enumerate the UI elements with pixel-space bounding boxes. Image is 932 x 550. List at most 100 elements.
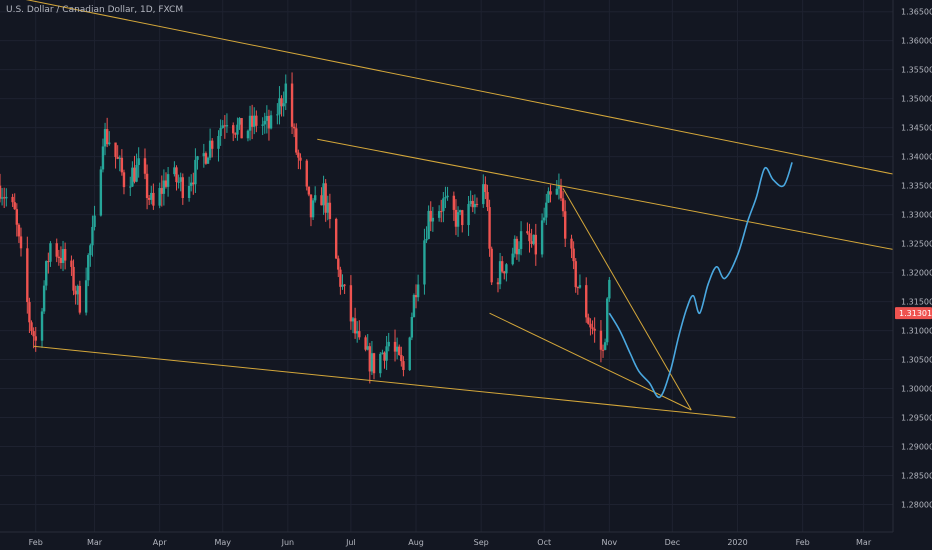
candle-body <box>13 202 16 210</box>
candle-body <box>498 261 502 285</box>
candle-body <box>393 341 397 352</box>
candle-body <box>543 217 546 221</box>
candle-body <box>295 128 298 153</box>
candlestick-series <box>0 72 611 384</box>
candle-body <box>0 185 2 199</box>
candle-body <box>534 234 537 255</box>
candle-body <box>162 180 166 194</box>
candle-body <box>76 285 79 295</box>
time-axis[interactable]: Feb Mar Apr May Jun Jul Aug Sep Oct Nov Dec 2020 Feb… <box>29 538 872 547</box>
candle-body <box>488 207 491 249</box>
candle-body <box>408 337 411 370</box>
candle-body <box>116 156 119 159</box>
candle-body <box>147 197 151 200</box>
time-tick-label: Apr <box>153 538 168 547</box>
candle-body <box>519 231 523 249</box>
trendline[interactable] <box>489 312 692 411</box>
candle-body <box>549 191 552 195</box>
candle-body <box>131 167 134 187</box>
candle-body <box>589 323 592 328</box>
candle-body <box>150 192 153 200</box>
time-tick-label: Oct <box>537 538 551 547</box>
candle-body <box>263 120 266 125</box>
candle-body <box>473 203 477 208</box>
trendline[interactable] <box>33 345 736 419</box>
candle-body <box>32 331 35 337</box>
candle-body <box>93 215 96 227</box>
candle-body <box>398 346 401 355</box>
price-tick-label: 1.30000 <box>901 385 932 394</box>
candle-body <box>442 198 445 212</box>
projection-line[interactable] <box>608 162 793 399</box>
price-axis[interactable]: 1.36500 1.36000 1.35500 1.35000 1.34500 1.340… <box>901 8 932 510</box>
last-price-tag: 1.31301 <box>895 307 932 320</box>
candle-body <box>72 266 75 291</box>
candle-body <box>292 126 296 129</box>
candle-body <box>40 311 44 341</box>
candle-body <box>0 197 4 199</box>
candle-body <box>400 354 403 362</box>
trendlines[interactable] <box>0 0 894 419</box>
candle-body <box>322 183 325 206</box>
price-tick-label: 1.36500 <box>901 8 932 17</box>
candle-body <box>486 192 489 208</box>
candle-body <box>202 153 206 157</box>
candle-body <box>555 188 559 195</box>
candle-body <box>574 261 577 288</box>
time-tick-label: Mar <box>856 538 872 547</box>
candle-body <box>101 146 105 170</box>
candle-body <box>608 279 611 299</box>
trendline[interactable] <box>0 0 894 175</box>
candle-body <box>578 285 582 288</box>
candle-body <box>309 194 313 218</box>
candle-body <box>248 115 252 131</box>
candle-body <box>528 233 531 242</box>
candle-body <box>381 352 384 354</box>
price-tick-label: 1.35500 <box>901 66 932 75</box>
candle-body <box>175 167 178 183</box>
candle-body <box>423 240 426 285</box>
candle-body <box>416 284 420 298</box>
candle-body <box>133 167 136 182</box>
trendline[interactable] <box>317 138 894 250</box>
candle-body <box>267 115 271 129</box>
candle-body <box>440 211 443 213</box>
candle-body <box>334 218 338 259</box>
candle-body <box>236 124 239 135</box>
time-tick-label: Feb <box>29 538 43 547</box>
candle-body <box>358 331 361 338</box>
candle-body <box>221 125 224 129</box>
last-price-label: 1.31301 <box>899 309 932 318</box>
price-tick-label: 1.32500 <box>901 240 932 249</box>
projection-path[interactable] <box>608 162 793 399</box>
candle-body <box>74 290 77 295</box>
candle-body <box>78 285 82 313</box>
candle-body <box>313 195 317 201</box>
candle-body <box>269 115 273 129</box>
candle-body <box>339 269 342 287</box>
candle-body <box>505 264 508 274</box>
candle-body <box>91 226 94 246</box>
candle-body <box>425 238 428 241</box>
chart-title: U.S. Dollar / Canadian Dollar, 1D, FXCM <box>6 5 184 15</box>
candle-body <box>452 195 456 210</box>
candle-body <box>305 160 308 187</box>
candle-body <box>164 180 168 187</box>
candle-body <box>427 210 430 239</box>
time-tick-label: 2020 <box>727 538 747 547</box>
candle-body <box>471 200 474 208</box>
candle-body <box>559 186 563 199</box>
candle-body <box>177 181 180 183</box>
candle-body <box>414 295 418 298</box>
candle-body <box>467 203 470 226</box>
candle-body <box>412 295 416 317</box>
time-tick-label: Nov <box>602 538 618 547</box>
candle-body <box>349 285 353 322</box>
candle-body <box>255 115 258 126</box>
candle-body <box>341 284 344 287</box>
time-tick-label: Sep <box>474 538 489 547</box>
candle-body <box>591 327 594 329</box>
candle-body <box>511 253 514 265</box>
candle-body <box>70 260 73 267</box>
